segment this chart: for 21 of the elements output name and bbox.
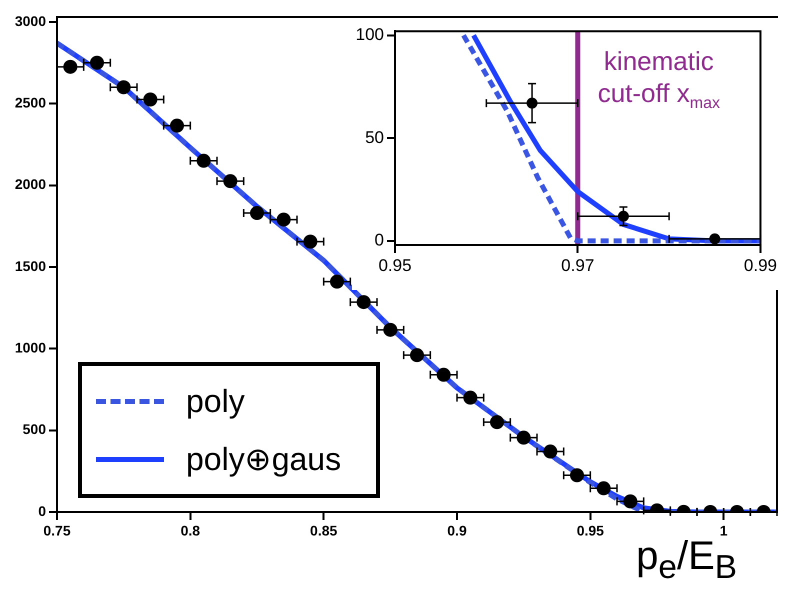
y-tick-label: 0 <box>38 502 46 519</box>
x-tick-label: 0.9 <box>447 522 467 538</box>
ref-line-label: kinematic cut-off x$_{max}$ <box>598 45 720 114</box>
x-tick-label: 0.97 <box>561 256 594 275</box>
x-tick-label: 0.95 <box>378 256 412 275</box>
y-tick-label: 500 <box>22 421 46 438</box>
y-tick-label: 50 <box>365 128 384 147</box>
x-tick-label: 0.95 <box>576 522 604 538</box>
x-tick-label: 0.8 <box>180 522 200 538</box>
y-tick-label: 2000 <box>14 176 46 192</box>
legend-label: poly <box>186 382 245 420</box>
y-tick-label: 3000 <box>14 12 46 29</box>
y-tick-label: 100 <box>356 25 384 44</box>
y-tick-label: 1500 <box>14 258 46 274</box>
y-tick-label: 1000 <box>14 339 46 356</box>
x-tick-label: 0.99 <box>744 256 778 275</box>
y-tick-label: 2500 <box>14 94 46 110</box>
x-tick-label: 0.75 <box>43 522 71 538</box>
legend-label: poly⊕gaus <box>186 440 342 478</box>
x-tick-label: 0.85 <box>310 522 338 538</box>
y-tick-label: 0 <box>374 230 384 250</box>
